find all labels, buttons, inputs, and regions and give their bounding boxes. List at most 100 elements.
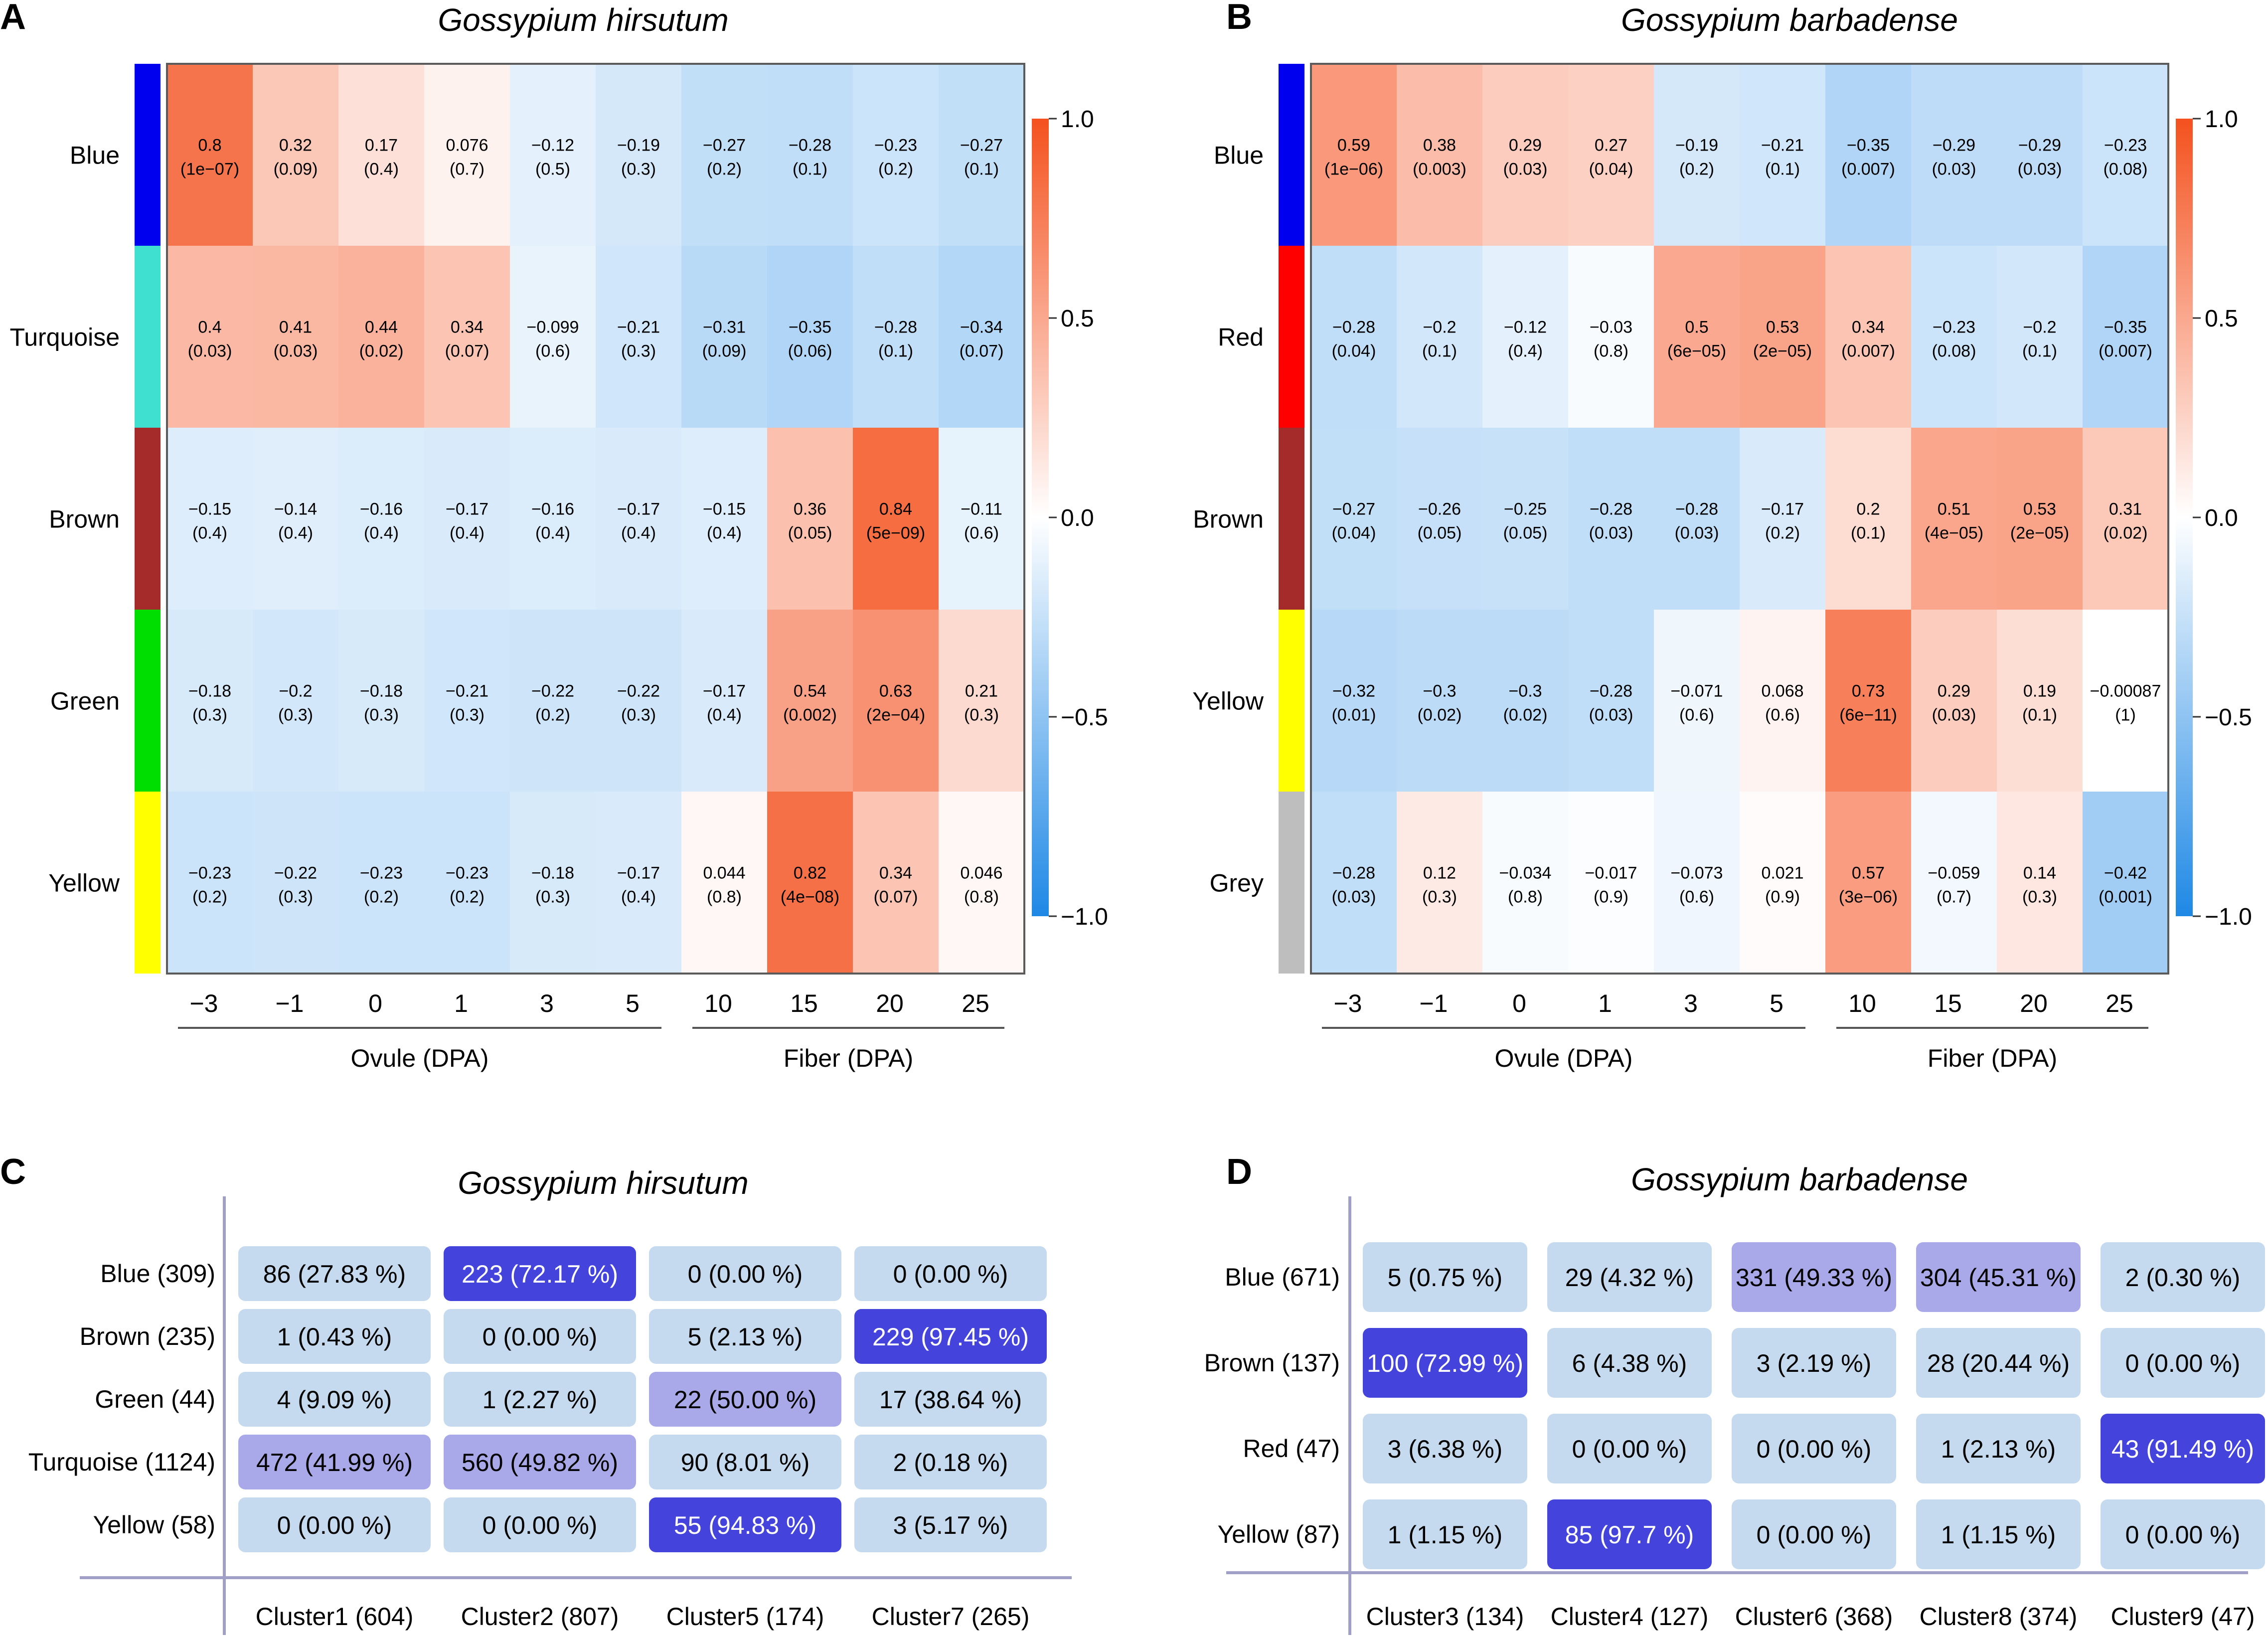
module-color-strip [135, 64, 161, 246]
overlap-cell-box [1363, 1242, 1527, 1312]
cell-value: 0.34 [1852, 318, 1885, 337]
cell-pvalue: (0.03) [1589, 706, 1633, 725]
module-color-strip [1279, 64, 1304, 246]
cell-pvalue: (4e−08) [781, 888, 839, 907]
cell-value: −0.22 [274, 864, 317, 883]
x-tick-label: 3 [1684, 989, 1698, 1017]
cell-value: 0.29 [1938, 682, 1970, 701]
overlap-cell-box [1732, 1414, 1896, 1483]
overlap-cell-box [649, 1372, 841, 1427]
colorbar-tick-label: 0.5 [1061, 306, 1094, 332]
overlap-cell-box [854, 1309, 1047, 1364]
cell-value: −0.17 [703, 682, 746, 701]
heatmap-cell [596, 792, 682, 974]
heatmap-cell [424, 246, 510, 428]
colorbar-tick-label: 1.0 [1061, 106, 1094, 133]
heatmap-cell [1825, 246, 1912, 428]
cell-value: 0.34 [451, 318, 484, 337]
overlap-cell-box [444, 1246, 636, 1301]
overlap-cell-box [854, 1246, 1047, 1301]
cell-value: −0.17 [617, 500, 660, 519]
cell-value: −0.18 [531, 864, 574, 883]
cell-pvalue: (0.3) [192, 706, 227, 725]
overlap-cell-text: 1 (1.15 %) [1941, 1521, 2056, 1549]
cell-pvalue: (0.6) [1679, 888, 1714, 907]
panel-label-D: D [1226, 1152, 1252, 1192]
heatmap-cell [1311, 428, 1397, 610]
cell-value: −0.2 [1423, 318, 1456, 337]
overlap-cell-box [1916, 1414, 2081, 1483]
heatmap-cell [939, 64, 1025, 246]
row-label: Yellow [1192, 687, 1264, 715]
cell-value: −0.22 [531, 682, 574, 701]
cell-pvalue: (0.03) [1332, 888, 1376, 907]
cell-value: 0.8 [198, 136, 221, 155]
heatmap-cell [2083, 246, 2169, 428]
cell-value: −0.03 [1590, 318, 1632, 337]
group-label: Fiber (DPA) [784, 1044, 913, 1072]
cell-value: 0.2 [1856, 500, 1880, 519]
heatmap-cell [767, 792, 853, 974]
x-tick-label: 5 [1770, 989, 1783, 1017]
overlap-cell-box [238, 1497, 431, 1552]
cell-pvalue: (0.09) [274, 160, 318, 179]
heatmap-cell [338, 428, 425, 610]
heatmap-cell [853, 428, 939, 610]
x-tick-label: 0 [368, 989, 382, 1017]
module-color-strip [135, 246, 161, 428]
heatmap-cell [1482, 64, 1569, 246]
cell-value: −0.27 [703, 136, 746, 155]
cell-value: 0.32 [279, 136, 312, 155]
cell-pvalue: (0.4) [192, 524, 227, 543]
table-row-label: Yellow (58) [93, 1511, 215, 1539]
cell-value: −0.17 [617, 864, 660, 883]
cell-pvalue: (0.03) [1503, 160, 1548, 179]
heatmap-cell [1997, 246, 2083, 428]
heatmap-cell [338, 246, 425, 428]
cell-value: −0.23 [188, 864, 231, 883]
heatmap-cell [1568, 792, 1654, 974]
overlap-cell-box [1547, 1414, 1712, 1483]
heatmap-cell [939, 246, 1025, 428]
cell-value: −0.073 [1671, 864, 1723, 883]
heatmap-cell [424, 792, 510, 974]
overlap-cell-box [444, 1435, 636, 1489]
overlap-cell-box [1547, 1499, 1712, 1569]
cell-pvalue: (0.6) [535, 342, 570, 361]
cell-pvalue: (0.05) [788, 524, 832, 543]
cell-value: −0.16 [531, 500, 574, 519]
cell-pvalue: (0.1) [793, 160, 827, 179]
heatmap-cell [1397, 64, 1483, 246]
overlap-cell-text: 223 (72.17 %) [462, 1260, 618, 1288]
overlap-cell-box [1547, 1328, 1712, 1398]
cell-value: 0.021 [1761, 864, 1803, 883]
table-row-label: Turquoise (1124) [28, 1448, 215, 1476]
cell-value: −0.35 [1847, 136, 1890, 155]
heatmap-cell [853, 610, 939, 792]
overlap-cell-box [854, 1435, 1047, 1489]
heatmap-cell [939, 428, 1025, 610]
cell-value: −0.18 [360, 682, 403, 701]
cell-pvalue: (0.8) [1508, 888, 1543, 907]
x-tick-label: 1 [1598, 989, 1612, 1017]
table-row-label: Blue (671) [1225, 1263, 1340, 1291]
cell-pvalue: (0.3) [535, 888, 570, 907]
cell-pvalue: (0.04) [1332, 342, 1376, 361]
cell-value: −0.059 [1928, 864, 1980, 883]
overlap-cell-text: 229 (97.45 %) [872, 1323, 1029, 1351]
cell-pvalue: (2e−04) [866, 706, 925, 725]
cell-value: −0.28 [1332, 318, 1375, 337]
cell-value: 0.82 [794, 864, 826, 883]
heatmap-cell [2083, 64, 2169, 246]
cell-pvalue: (0.9) [1765, 888, 1800, 907]
colorbar-tick-label: 1.0 [2205, 106, 2238, 133]
cell-value: 0.19 [2023, 682, 2056, 701]
cell-value: −0.26 [1418, 500, 1461, 519]
colorbar-tick-label: −1.0 [2205, 904, 2252, 930]
cell-pvalue: (0.4) [621, 888, 656, 907]
row-label: Brown [49, 505, 120, 533]
cell-value: −0.21 [1761, 136, 1804, 155]
overlap-cell-text: 90 (8.01 %) [681, 1449, 810, 1476]
cell-value: −0.23 [1933, 318, 1975, 337]
